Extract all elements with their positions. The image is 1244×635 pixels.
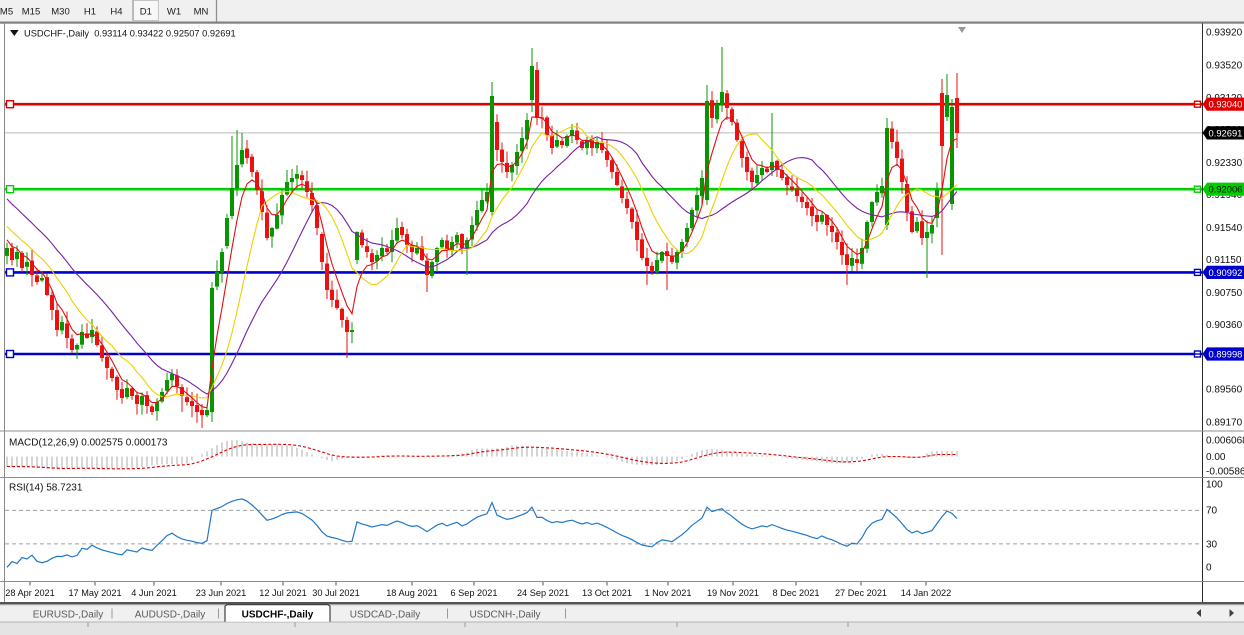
svg-text:M15: M15	[22, 7, 40, 18]
svg-text:8 Dec 2021: 8 Dec 2021	[773, 588, 820, 598]
svg-text:13 Oct 2021: 13 Oct 2021	[582, 588, 632, 598]
svg-text:0.89998: 0.89998	[1209, 349, 1243, 360]
svg-text:H4: H4	[110, 7, 122, 18]
svg-text:M30: M30	[51, 7, 69, 18]
svg-text:27 Dec 2021: 27 Dec 2021	[835, 588, 887, 598]
svg-text:0.91150: 0.91150	[1206, 255, 1242, 266]
svg-text:100: 100	[1206, 480, 1223, 491]
svg-text:-0.005869: -0.005869	[1206, 467, 1244, 478]
svg-text:0.00: 0.00	[1206, 452, 1226, 463]
svg-text:0.90992: 0.90992	[1209, 267, 1243, 278]
svg-text:0.006068: 0.006068	[1206, 436, 1244, 447]
svg-text:0.92006: 0.92006	[1209, 184, 1243, 195]
svg-text:0.93920: 0.93920	[1206, 28, 1243, 39]
svg-text:USDCAD-,Daily: USDCAD-,Daily	[350, 610, 421, 621]
svg-text:30 Jul 2021: 30 Jul 2021	[312, 588, 360, 598]
svg-text:USDCHF-,Daily: USDCHF-,Daily	[242, 610, 314, 621]
svg-text:0.91540: 0.91540	[1206, 223, 1243, 234]
svg-text:RSI(14) 58.7231: RSI(14) 58.7231	[9, 483, 83, 494]
svg-text:1 Nov 2021: 1 Nov 2021	[645, 588, 692, 598]
svg-text:USDCHF-,Daily 0.93114 0.93422: USDCHF-,Daily 0.93114 0.93422 0.92507 0.…	[24, 29, 236, 39]
svg-text:M5: M5	[0, 7, 13, 18]
svg-text:EURUSD-,Daily: EURUSD-,Daily	[33, 610, 104, 621]
svg-text:0.89560: 0.89560	[1206, 385, 1243, 396]
svg-text:H1: H1	[84, 7, 96, 18]
svg-text:0: 0	[1206, 563, 1212, 574]
svg-text:4 Jun 2021: 4 Jun 2021	[131, 588, 176, 598]
svg-text:30: 30	[1206, 540, 1218, 551]
svg-text:MACD(12,26,9) 0.002575 0.00017: MACD(12,26,9) 0.002575 0.000173	[9, 438, 168, 449]
svg-text:MN: MN	[194, 7, 209, 18]
svg-text:24 Sep 2021: 24 Sep 2021	[517, 588, 569, 598]
svg-text:0.92691: 0.92691	[1209, 127, 1243, 138]
svg-text:28 Apr 2021: 28 Apr 2021	[5, 588, 55, 598]
svg-text:USDCNH-,Daily: USDCNH-,Daily	[469, 610, 540, 621]
svg-text:0.89170: 0.89170	[1206, 418, 1243, 429]
svg-text:AUDUSD-,Daily: AUDUSD-,Daily	[135, 610, 206, 621]
svg-text:14 Jan 2022: 14 Jan 2022	[901, 588, 952, 598]
svg-text:70: 70	[1206, 506, 1218, 517]
svg-text:W1: W1	[167, 7, 181, 18]
svg-text:D1: D1	[140, 7, 152, 18]
svg-text:18 Aug 2021: 18 Aug 2021	[386, 588, 438, 598]
svg-text:0.93040: 0.93040	[1209, 99, 1243, 110]
svg-text:23 Jun 2021: 23 Jun 2021	[196, 588, 247, 598]
svg-text:12 Jul 2021: 12 Jul 2021	[259, 588, 307, 598]
svg-text:19 Nov 2021: 19 Nov 2021	[707, 588, 759, 598]
svg-text:0.90360: 0.90360	[1206, 320, 1243, 331]
svg-text:0.92330: 0.92330	[1206, 158, 1243, 169]
svg-text:17 May 2021: 17 May 2021	[68, 588, 121, 598]
svg-text:0.93520: 0.93520	[1206, 60, 1243, 71]
svg-text:0.90750: 0.90750	[1206, 288, 1243, 299]
svg-text:6 Sep 2021: 6 Sep 2021	[450, 588, 497, 598]
